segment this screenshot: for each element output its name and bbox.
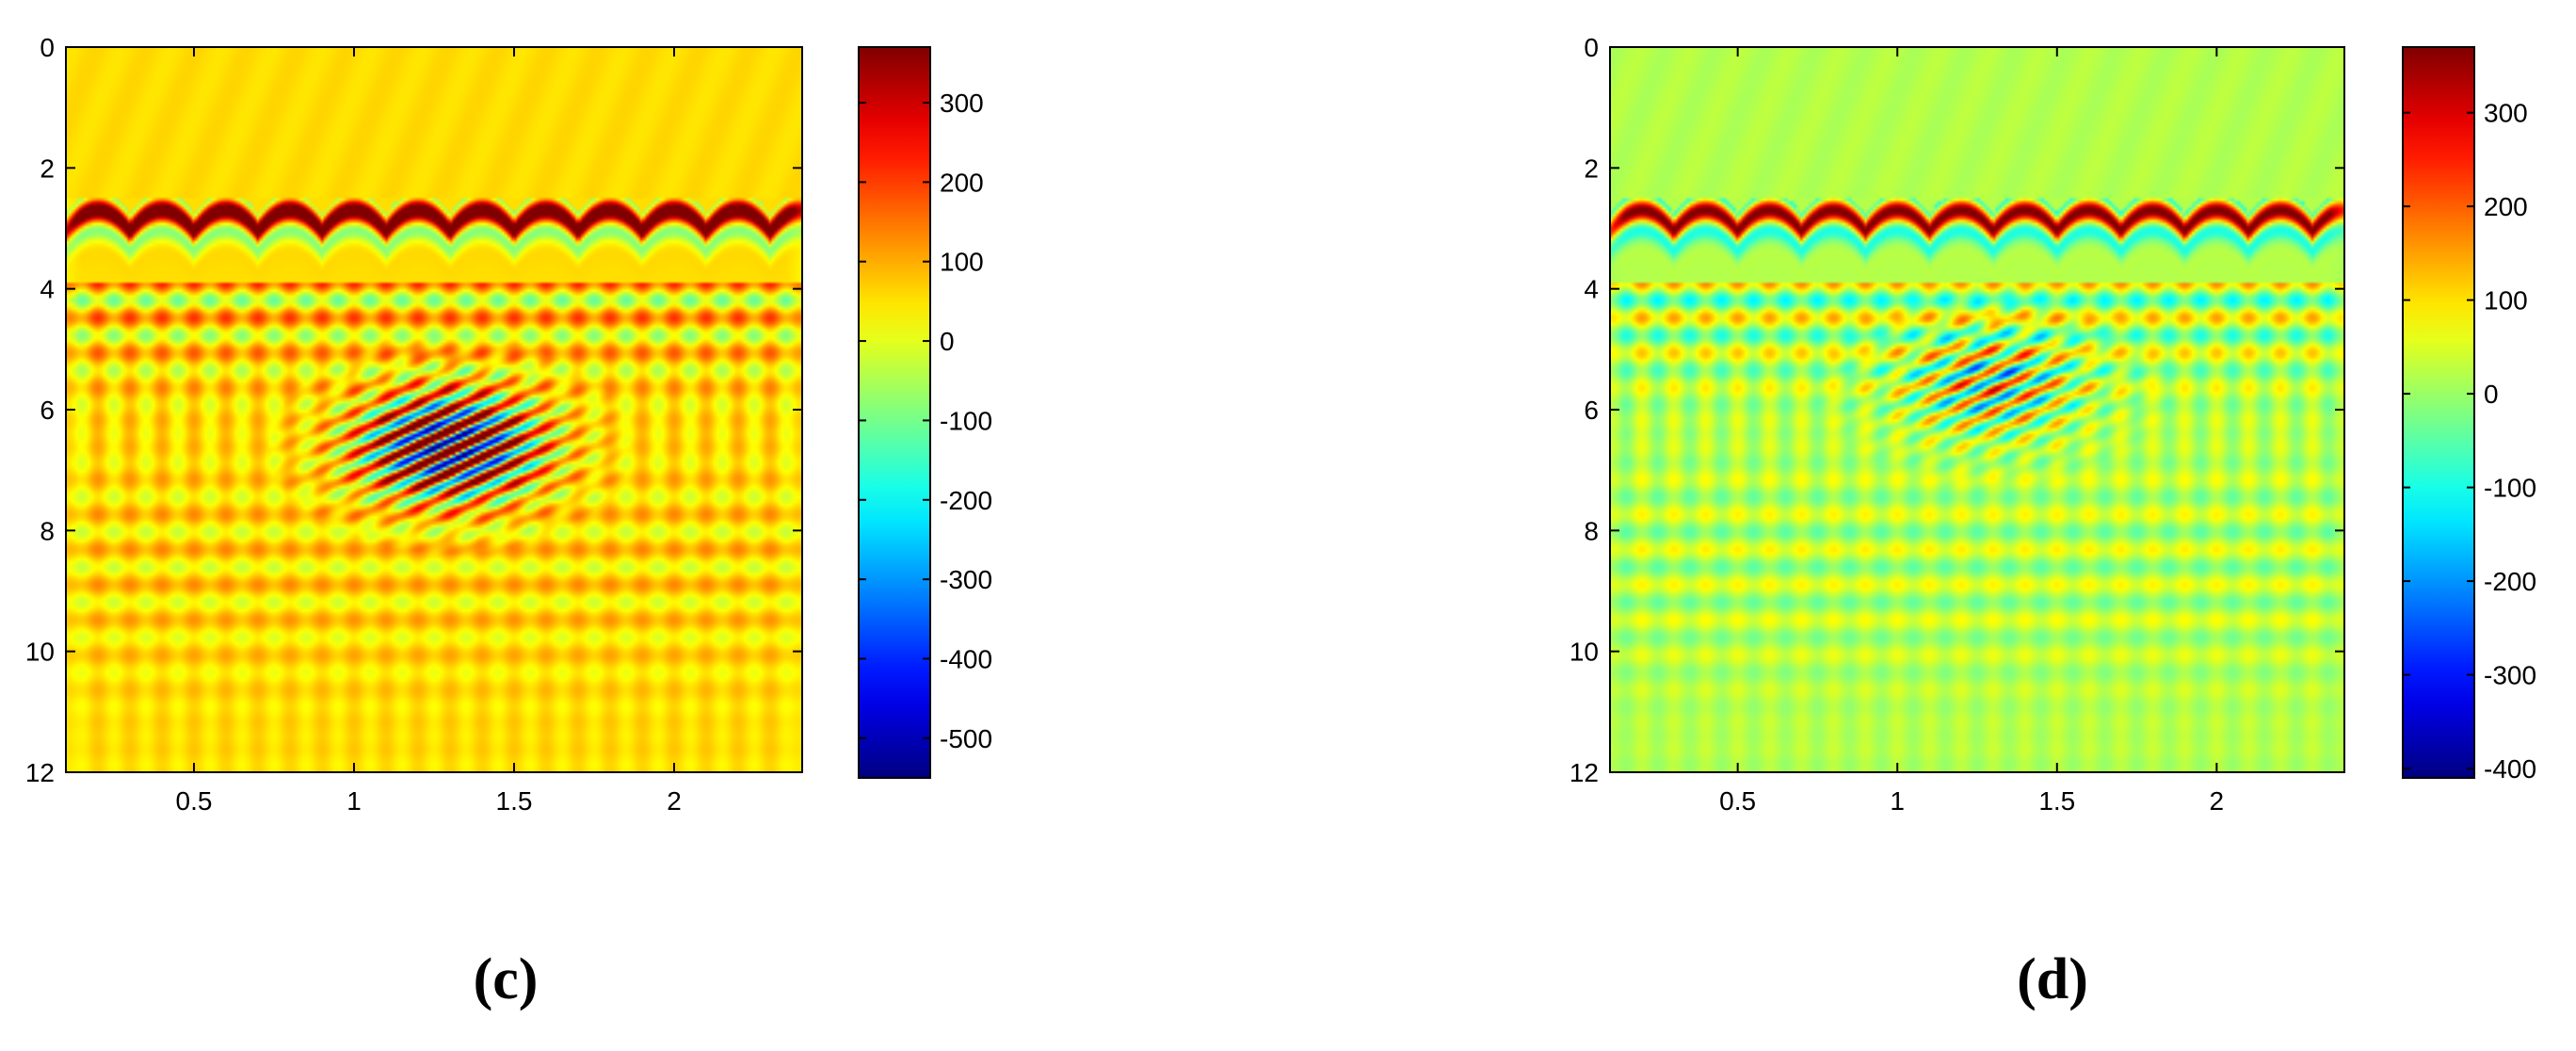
x-tick-label: 1: [346, 786, 362, 816]
colorbar-tick-label: 100: [940, 248, 984, 277]
y-tick-label: 12: [25, 758, 55, 787]
x-tick-label: 2: [2210, 786, 2225, 816]
x-tick-label: 0.5: [1719, 786, 1756, 816]
colorbar-tick-label: 200: [2484, 192, 2528, 221]
x-tick-label: 1: [1890, 786, 1905, 816]
panel-caption: (d): [2017, 947, 2088, 1011]
colorbar-tick-label: -100: [2484, 474, 2536, 503]
y-tick-label: 4: [1584, 275, 1599, 304]
x-tick-label: 2: [667, 786, 682, 816]
colorbar-tick-label: 200: [940, 168, 984, 197]
panel-c: 0.5 1 1.5 2 0 2 4 6 8 10 12 300 200 100 0 -100 -200 -300 -…: [25, 33, 992, 1011]
y-tick-label: 12: [1570, 758, 1599, 787]
colorbar-tick-label: -200: [940, 486, 992, 515]
y-tick-label: 8: [40, 516, 55, 545]
colorbar-tick-label: 300: [940, 89, 984, 118]
y-tick-label: 10: [25, 638, 55, 667]
colorbar-tick-label: 0: [940, 327, 955, 356]
y-tick-label: 6: [40, 396, 55, 425]
colorbar-tick-label: -100: [940, 406, 992, 435]
x-tick-label: 1.5: [496, 786, 533, 816]
y-tick-label: 8: [1584, 516, 1599, 545]
colorbar-tick-label: -300: [940, 565, 992, 594]
colorbar-tick-label: 0: [2484, 380, 2499, 409]
colorbar-tick-label: 300: [2484, 99, 2528, 128]
colorbar-tick-label: -300: [2484, 661, 2536, 690]
x-tick-label: 0.5: [176, 786, 213, 816]
colorbar-tick-label: 100: [2484, 286, 2528, 315]
colorbar-tick-label: -500: [940, 724, 992, 753]
y-tick-label: 10: [1570, 638, 1599, 667]
heatmap-image: [1610, 47, 2344, 772]
panel-d: 0.5 1 1.5 2 0 2 4 6 8 10 12 300 200 100 0 -100 -200 -300 -…: [1570, 33, 2536, 1011]
y-tick-label: 4: [40, 275, 55, 304]
colorbar-tick-label: -400: [940, 644, 992, 673]
panel-caption: (c): [474, 947, 539, 1011]
y-tick-label: 0: [40, 33, 55, 62]
heatmap-image: [66, 47, 802, 772]
colorbar-tick-label: -200: [2484, 567, 2536, 596]
y-tick-label: 0: [1584, 33, 1599, 62]
colorbar: [858, 46, 931, 779]
colorbar: [2402, 46, 2475, 779]
colorbar-tick-label: -400: [2484, 754, 2536, 784]
y-tick-label: 6: [1584, 396, 1599, 425]
y-tick-label: 2: [40, 154, 55, 183]
x-tick-label: 1.5: [2038, 786, 2075, 816]
y-tick-label: 2: [1584, 154, 1599, 183]
